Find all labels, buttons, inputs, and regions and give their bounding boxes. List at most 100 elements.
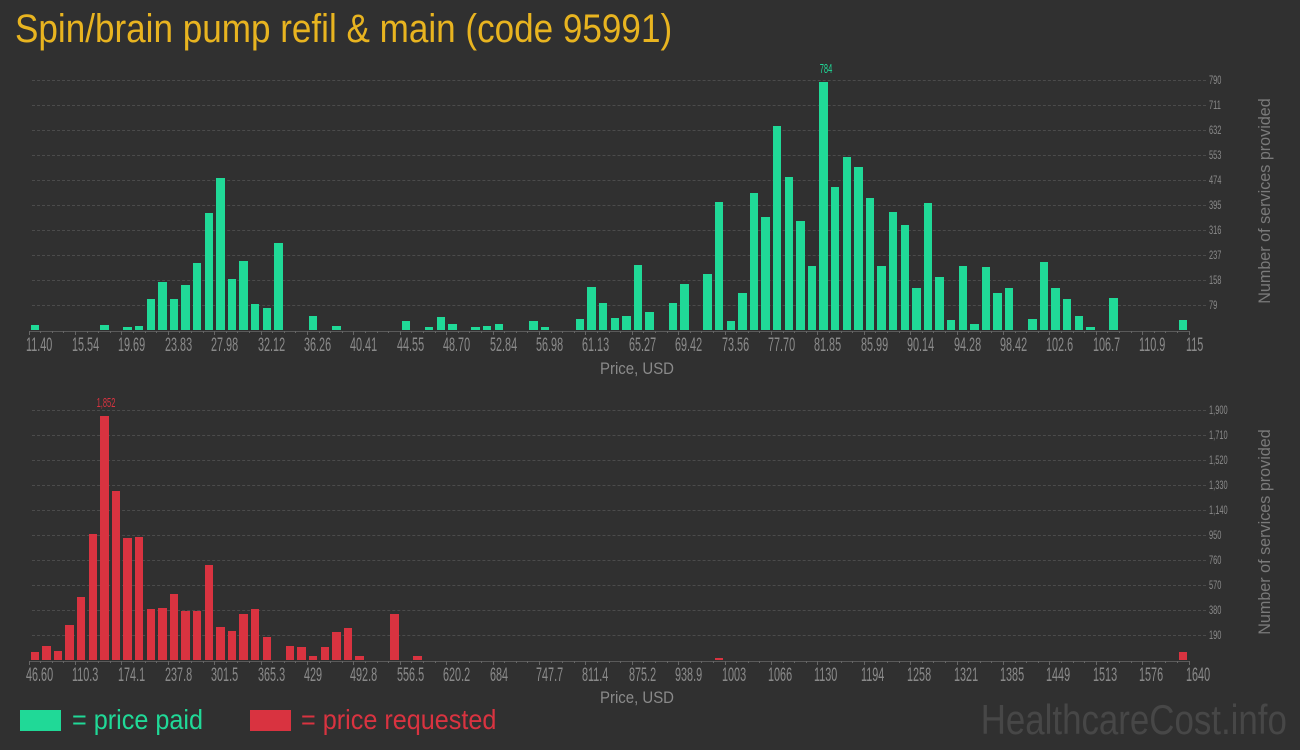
histogram-bar [390, 613, 399, 661]
x-minor-tick [1130, 330, 1132, 333]
x-minor-tick [782, 330, 784, 333]
y-tick-label: 395 [1209, 198, 1222, 213]
gridline [32, 509, 1206, 511]
y-tick-label: 190 [1209, 628, 1222, 643]
x-minor-tick [944, 660, 946, 663]
histogram-bar [645, 311, 654, 331]
histogram-bar [1051, 287, 1060, 331]
histogram-bar [30, 651, 40, 661]
x-major-tick [724, 660, 726, 665]
x-major-tick [678, 660, 680, 665]
x-tick-label: 11.40 [25, 334, 52, 356]
y-tick-label: 474 [1209, 173, 1222, 188]
x-minor-tick [759, 660, 761, 663]
x-tick-label: 69.42 [675, 334, 703, 356]
x-minor-tick [1014, 330, 1016, 333]
histogram-bar [796, 220, 805, 331]
x-minor-tick [376, 330, 378, 333]
histogram-bar [320, 646, 330, 661]
histogram-bar [587, 286, 596, 331]
histogram-bar [169, 299, 179, 331]
x-minor-tick [747, 330, 749, 333]
gridline [32, 459, 1206, 461]
x-minor-tick [747, 660, 749, 663]
histogram-bar [146, 299, 156, 331]
peak-value-label: 784 [819, 62, 832, 77]
x-minor-tick [109, 330, 111, 333]
x-major-tick [446, 660, 448, 665]
x-major-tick [74, 660, 76, 665]
histogram-bar [262, 636, 272, 661]
x-minor-tick [736, 660, 738, 663]
x-major-tick [1049, 330, 1051, 335]
x-minor-tick [620, 660, 622, 663]
histogram-bar [53, 650, 63, 661]
x-minor-tick [376, 660, 378, 663]
y-tick-label: 79 [1209, 298, 1218, 313]
x-tick-label: 36.26 [303, 334, 331, 356]
x-minor-tick [330, 660, 332, 663]
histogram-bar [494, 323, 504, 331]
x-axis-title: Price, USD [599, 688, 674, 707]
x-tick-label: 1576 [1139, 664, 1164, 686]
x-minor-tick [712, 660, 714, 663]
x-tick-label: 174.1 [118, 664, 146, 686]
x-tick-label: 492.8 [350, 664, 378, 686]
watermark-logo: HealthcareCost.info [980, 696, 1287, 743]
x-minor-tick [132, 330, 134, 333]
x-minor-tick [828, 660, 830, 663]
x-minor-tick [272, 660, 274, 663]
x-minor-tick [654, 330, 656, 333]
x-minor-tick [179, 330, 181, 333]
x-minor-tick [480, 660, 482, 663]
histogram-bar [181, 610, 190, 661]
x-minor-tick [608, 330, 610, 333]
histogram-bar [297, 646, 306, 661]
x-minor-tick [341, 660, 343, 663]
x-minor-tick [886, 330, 888, 333]
x-major-tick [399, 660, 401, 665]
x-minor-tick [283, 330, 285, 333]
x-major-tick [770, 330, 772, 335]
histogram-bar [169, 593, 179, 661]
x-major-tick [1188, 330, 1190, 335]
x-minor-tick [411, 330, 413, 333]
x-minor-tick [86, 330, 88, 333]
x-minor-tick [457, 660, 459, 663]
gridline [32, 409, 1206, 411]
x-tick-label: 1003 [721, 664, 746, 686]
histogram-bar [227, 630, 237, 661]
histogram-bar [714, 201, 724, 331]
x-tick-label: 90.14 [907, 334, 935, 356]
x-tick-label: 32.12 [257, 334, 285, 356]
histogram-bar [1028, 318, 1037, 331]
x-minor-tick [968, 330, 970, 333]
x-minor-tick [1072, 660, 1074, 663]
x-major-tick [74, 330, 76, 335]
x-minor-tick [51, 330, 53, 333]
histogram-bar [158, 607, 167, 661]
x-minor-tick [875, 330, 877, 333]
x-major-tick [1188, 660, 1190, 665]
x-tick-label: 102.6 [1046, 334, 1074, 356]
x-tick-label: 1449 [1046, 664, 1071, 686]
x-minor-tick [712, 330, 714, 333]
x-tick-label: 77.70 [767, 334, 795, 356]
histogram-bar [540, 326, 550, 331]
x-major-tick [631, 660, 633, 665]
histogram-bar [598, 302, 608, 331]
x-major-tick [585, 330, 587, 335]
x-tick-label: 73.56 [721, 334, 749, 356]
x-minor-tick [225, 660, 227, 663]
x-major-tick [353, 330, 355, 335]
x-minor-tick [840, 660, 842, 663]
y-axis-title: Number of services provided [1255, 429, 1274, 635]
gridline [32, 609, 1206, 611]
gridline [32, 634, 1206, 636]
x-minor-tick [144, 330, 146, 333]
x-minor-tick [86, 660, 88, 663]
x-minor-tick [794, 660, 796, 663]
histogram-bar [680, 283, 689, 331]
histogram-bar [575, 318, 585, 331]
gridline [32, 229, 1206, 231]
